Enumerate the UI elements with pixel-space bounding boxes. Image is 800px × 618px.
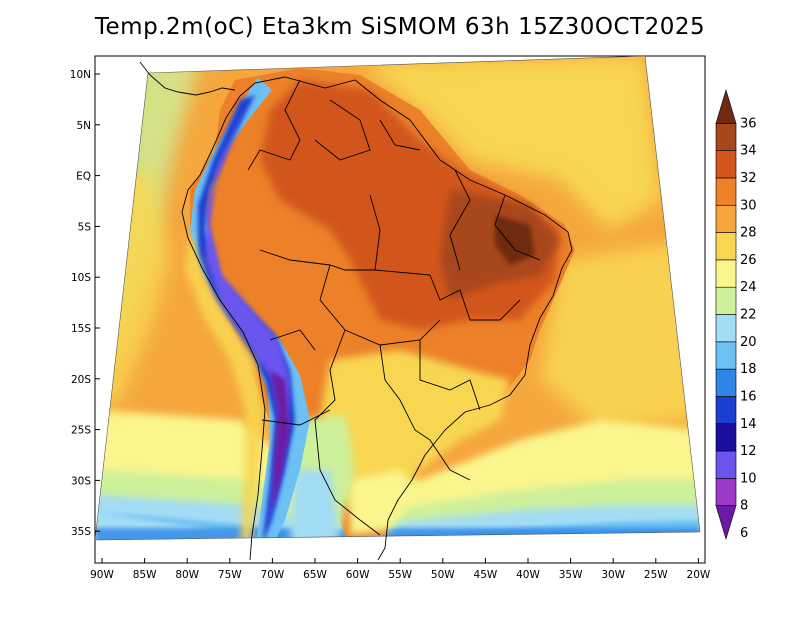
colorbar-bin: [715, 423, 737, 452]
colorbar-bin: [715, 478, 737, 506]
colorbar-label: 24: [740, 280, 757, 295]
colorbar-bin: [715, 204, 737, 233]
central-america-coast: [139, 61, 236, 96]
colorbar-label: 22: [740, 308, 757, 323]
country-borders: [181, 76, 573, 561]
colorbar-bin: [715, 259, 737, 288]
colorbar-label: 34: [740, 144, 757, 159]
colorbar-bin: [715, 396, 737, 425]
map-title: Temp.2m(oC) Eta3km SiSMOM 63h 15Z30OCT20…: [94, 14, 706, 40]
colorbar-bin: [715, 505, 737, 541]
colorbar-bin: [715, 368, 737, 397]
colorbar-label: 20: [740, 335, 757, 350]
lon-label: 70W: [261, 569, 285, 581]
lat-label: 10S: [71, 272, 91, 284]
lon-label: 45W: [474, 569, 498, 581]
colorbar-label: 6: [740, 526, 748, 541]
lat-label: 25S: [71, 425, 91, 437]
lat-label: 5N: [76, 120, 91, 132]
colorbar-bin: [715, 123, 737, 151]
lon-label: 50W: [431, 569, 455, 581]
lon-label: 35W: [559, 569, 583, 581]
colorbar-bin: [715, 341, 737, 370]
lon-label: 20W: [687, 569, 711, 581]
lat-label: 30S: [71, 475, 91, 487]
colorbar-label: 8: [740, 499, 748, 514]
colorbar-label: 28: [740, 226, 757, 241]
lon-label: 85W: [133, 569, 157, 581]
lon-label: 55W: [388, 569, 412, 581]
colorbar-bin: [715, 286, 737, 315]
temperature-field: [95, 56, 700, 540]
lon-label: 40W: [516, 569, 540, 581]
colorbar-label: 18: [740, 362, 757, 377]
colorbar-bin: [715, 88, 737, 124]
lon-label: 25W: [644, 569, 668, 581]
lat-label: 20S: [71, 374, 91, 386]
lat-label: 5S: [78, 221, 92, 233]
colorbar-label: 26: [740, 253, 757, 268]
lat-label: 35S: [71, 526, 91, 538]
colorbar-label: 36: [740, 116, 757, 131]
temperature-colorbar: 36 34 32 30 28 26 24 22 20 18 16 14 12 10 8 6: [715, 88, 757, 541]
longitude-axis: 90W 85W 80W 75W 70W 65W 60W 55W 50W 45W 40W 35W 30W 2…: [90, 558, 711, 581]
colorbar-label: 10: [740, 471, 757, 486]
lat-label: 15S: [71, 323, 91, 335]
lon-label: 80W: [175, 569, 199, 581]
model-domain-outline: [94, 55, 701, 541]
colorbar-label: 30: [740, 198, 757, 213]
latitude-axis: 10N 5N EQ 5S 10S 15S 20S 25S 30S 35S: [70, 69, 100, 538]
colorbar-bin: [715, 232, 737, 261]
colorbar-bin: [715, 150, 737, 179]
lon-label: 30W: [601, 569, 625, 581]
colorbar-label: 14: [740, 417, 757, 432]
lon-label: 75W: [218, 569, 242, 581]
lon-label: 60W: [346, 569, 370, 581]
lat-label: 10N: [70, 69, 91, 81]
colorbar-label: 12: [740, 444, 757, 459]
colorbar-label: 16: [740, 389, 757, 404]
lon-label: 65W: [303, 569, 327, 581]
colorbar-bin: [715, 177, 737, 206]
colorbar-bin: [715, 450, 737, 479]
colorbar-label: 32: [740, 171, 757, 186]
colorbar-bin: [715, 314, 737, 343]
lon-label: 90W: [90, 569, 114, 581]
lat-label: EQ: [76, 171, 91, 183]
